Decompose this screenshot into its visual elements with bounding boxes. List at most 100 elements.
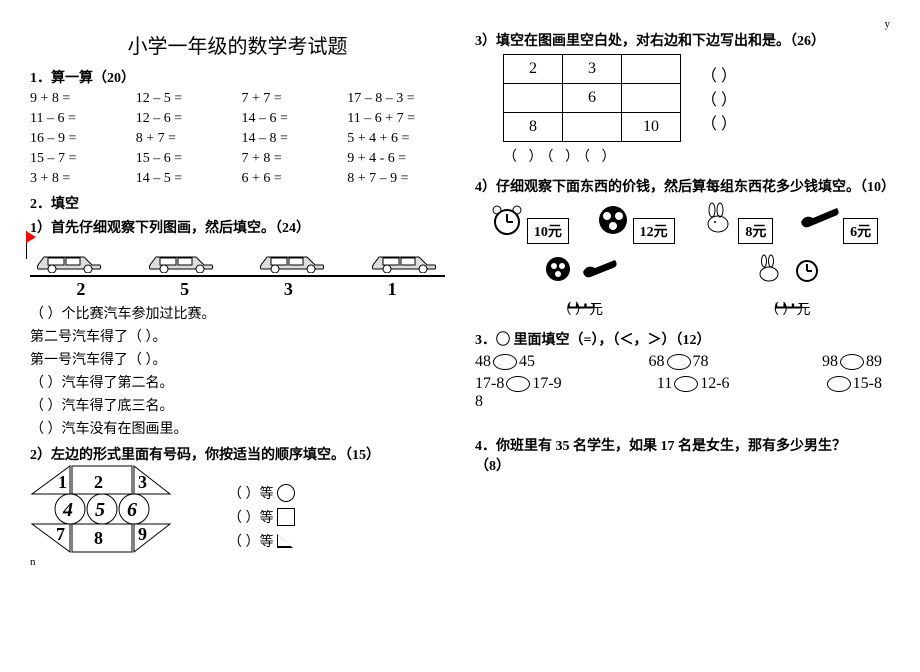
car-numbers: 2 5 3 1 xyxy=(30,279,445,300)
q3b-heading: 3．◯ 里面填空（=），（＜，＞）（12） xyxy=(475,329,890,349)
arith-cell: 8 + 7 = xyxy=(136,131,234,147)
q1-heading: 1．算一算（20） xyxy=(30,67,445,87)
car-number: 5 xyxy=(180,279,191,300)
svg-text:8: 8 xyxy=(94,528,103,548)
q2-1-heading: 1）首先仔细观察下列图画，然后填空。（24） xyxy=(30,217,445,237)
square-icon xyxy=(277,508,295,526)
q3-heading: 3）填空在图画里空白处，对右边和下边写出和是。（26） xyxy=(475,30,890,50)
price-label: 6元 xyxy=(843,218,878,244)
car-icon xyxy=(142,247,222,273)
arith-cell: 6 + 6 = xyxy=(242,171,340,187)
grid-row-answer: （ ） xyxy=(701,86,737,110)
oval-blank xyxy=(667,354,691,370)
cmp-num: 78 xyxy=(693,353,709,370)
svg-text:3: 3 xyxy=(138,472,147,492)
grid-cell xyxy=(622,84,681,113)
shape-line: （ ）等 xyxy=(228,507,274,527)
fill-line: （ ）汽车得了底三名。 xyxy=(30,395,445,415)
svg-text:1: 1 xyxy=(58,472,67,492)
compare-row-1: 4845 6878 9889 xyxy=(475,353,890,371)
arith-cell: 8 + 7 – 9 = xyxy=(347,171,445,187)
arith-cell: 7 + 7 = xyxy=(242,91,340,107)
car-number: 1 xyxy=(388,279,399,300)
grid-cell xyxy=(504,84,563,113)
triangle-icon xyxy=(277,534,293,548)
rabbit-icon xyxy=(698,202,738,236)
clock-icon xyxy=(487,202,527,236)
arith-cell: 9 + 8 = xyxy=(30,91,128,107)
corner-mark: y xyxy=(30,18,890,30)
arith-cell: 12 – 5 = xyxy=(136,91,234,107)
grid-cell: 8 xyxy=(504,113,563,142)
cmp-num: 98 xyxy=(822,353,838,370)
car-icon xyxy=(253,247,333,273)
car-number: 2 xyxy=(76,279,87,300)
q4b-points: （8） xyxy=(475,455,890,475)
arith-cell: 14 – 6 = xyxy=(242,111,340,127)
car-race-row xyxy=(30,241,445,277)
car-number: 3 xyxy=(284,279,295,300)
footnote-mark: n xyxy=(30,556,36,568)
cmp-num: 45 xyxy=(519,353,535,370)
arith-cell: 15 – 6 = xyxy=(136,151,234,167)
bracket-icon: ⎵⎵⎵ xyxy=(542,289,620,299)
svg-text:4: 4 xyxy=(62,499,73,521)
cmp-num: 48 xyxy=(475,353,491,370)
oval-blank xyxy=(827,376,851,392)
grid-cell xyxy=(563,113,622,142)
arith-cell: 15 – 7 = xyxy=(30,151,128,167)
grid-row-answer: （ ） xyxy=(701,62,737,86)
oval-blank xyxy=(674,376,698,392)
compare-row-3: 8 xyxy=(475,393,890,411)
price-label: 12元 xyxy=(633,218,675,244)
q2-heading: 2．填空 xyxy=(30,193,445,213)
cmp-num: 89 xyxy=(866,353,882,370)
car-icon xyxy=(365,247,445,273)
fill-line: 第二号汽车得了（ ）。 xyxy=(30,326,445,346)
grid-cell: 6 xyxy=(563,84,622,113)
wrench-icon xyxy=(797,202,843,236)
bracket-icon: ⎵⎵⎵ xyxy=(752,289,824,299)
left-column: 小学一年级的数学考试题 1．算一算（20） 9 + 8 = 12 – 5 = 7… xyxy=(30,30,445,570)
grid-row-answer: （ ） xyxy=(701,110,737,134)
ball-icon xyxy=(593,202,633,236)
q2-2-heading: 2）左边的形式里面有号码，你按适当的顺序填空。（15） xyxy=(30,444,445,464)
grid-cell: 3 xyxy=(563,55,622,84)
right-column: 3）填空在图画里空白处，对右边和下边写出和是。（26） 23 6 8 10 （ ）… xyxy=(475,30,890,570)
sum-grid: 23 6 8 10 xyxy=(503,54,681,142)
arith-cell: 5 + 4 + 6 = xyxy=(347,131,445,147)
oval-blank xyxy=(840,354,864,370)
arith-cell: 16 – 9 = xyxy=(30,131,128,147)
flag-icon xyxy=(26,231,36,243)
arith-cell: 7 + 8 = xyxy=(242,151,340,167)
arith-cell: 17 – 8 – 3 = xyxy=(347,91,445,107)
price-label: 8元 xyxy=(738,218,773,244)
arith-cell: 14 – 5 = xyxy=(136,171,234,187)
svg-text:2: 2 xyxy=(94,472,103,492)
price-label: 10元 xyxy=(527,218,569,244)
combo-answer: （ ）元 xyxy=(752,299,824,319)
q4-heading: 4）仔细观察下面东西的价钱，然后算每组东西花多少钱填空。（10） xyxy=(475,176,890,196)
cmp-num: 11 xyxy=(657,375,672,392)
arith-cell: 9 + 4 - 6 = xyxy=(347,151,445,167)
combo-row: ⎵⎵⎵ （ ）元 ⎵⎵⎵ （ ）元 xyxy=(475,254,890,319)
fill-line: （ ）个比赛汽车参加过比赛。 xyxy=(30,303,445,323)
fill-blank-lines: （ ）个比赛汽车参加过比赛。 第二号汽车得了（ ）。 第一号汽车得了（ ）。 （… xyxy=(30,303,445,438)
grid-cell: 10 xyxy=(622,113,681,142)
fill-line: （ ）汽车没有在图画里。 xyxy=(30,418,445,438)
combo-item: ⎵⎵⎵ （ ）元 xyxy=(542,254,620,319)
arith-cell: 3 + 8 = xyxy=(30,171,128,187)
circle-icon xyxy=(277,484,295,502)
page-title: 小学一年级的数学考试题 xyxy=(30,30,445,59)
shape-line: （ ）等 xyxy=(228,483,274,503)
combo-answer: （ ）元 xyxy=(542,299,620,319)
svg-text:7: 7 xyxy=(56,524,65,544)
oval-blank xyxy=(506,376,530,392)
grid-cell: 2 xyxy=(504,55,563,84)
grid-col-answers: （ ）（ ）（ ） xyxy=(503,146,890,166)
q4b-heading: 4．你班里有 35 名学生，如果 17 名是女生，那有多少男生？ xyxy=(475,435,890,455)
arith-cell: 12 – 6 = xyxy=(136,111,234,127)
cmp-num: 17-9 xyxy=(532,375,561,392)
grid-cell xyxy=(622,55,681,84)
fill-line: 第一号汽车得了（ ）。 xyxy=(30,349,445,369)
